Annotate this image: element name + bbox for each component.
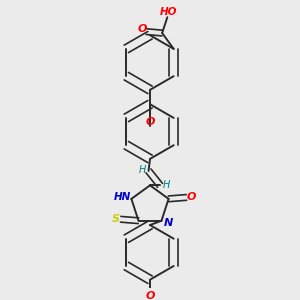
Text: HN: HN	[114, 192, 131, 203]
Text: S: S	[112, 214, 119, 224]
Text: N: N	[164, 218, 173, 228]
Text: O: O	[187, 192, 196, 203]
Text: O: O	[138, 24, 147, 34]
Text: HO: HO	[160, 7, 178, 17]
Text: O: O	[145, 291, 155, 300]
Text: H: H	[163, 180, 170, 190]
Text: H: H	[139, 165, 146, 176]
Text: O: O	[145, 117, 155, 128]
